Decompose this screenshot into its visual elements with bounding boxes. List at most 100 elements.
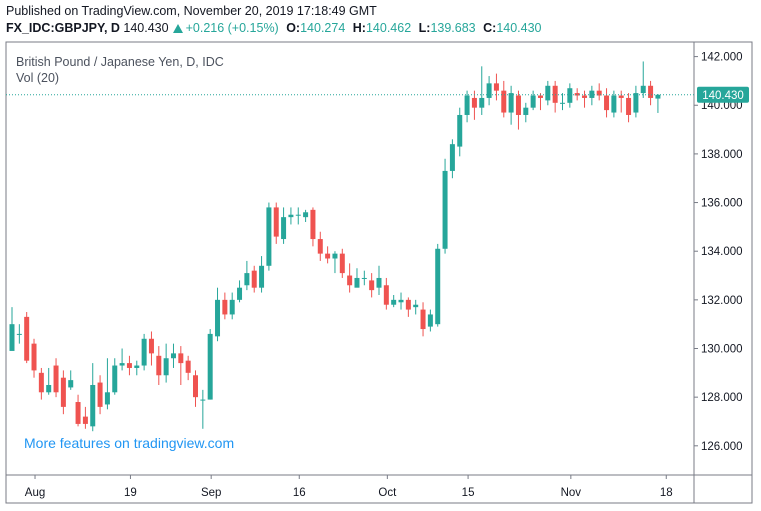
candle-body: [317, 239, 323, 254]
candle-body: [332, 253, 338, 259]
candle-body: [244, 273, 250, 286]
candle: [471, 90, 477, 120]
candle: [273, 202, 279, 244]
open-label: O:: [286, 21, 301, 35]
candle: [97, 375, 103, 415]
candle: [266, 202, 272, 271]
candle-body: [560, 102, 565, 104]
published-info: Published on TradingView.com, November 2…: [6, 4, 377, 18]
candle: [215, 287, 221, 342]
candle: [420, 302, 426, 337]
candle-body: [361, 277, 367, 279]
candle-body: [515, 95, 521, 115]
candle-body: [420, 309, 426, 330]
y-tick-label: 140.000: [701, 100, 743, 112]
candle: [435, 243, 441, 327]
candle-body: [16, 333, 22, 335]
candle-body: [185, 360, 191, 373]
candle-body: [479, 97, 485, 108]
candle: [156, 346, 162, 385]
price-change: +0.216 (+0.15%): [185, 21, 279, 35]
candle: [163, 343, 169, 383]
candle: [560, 93, 565, 111]
y-tick-label: 142.000: [701, 52, 743, 64]
candle: [655, 94, 661, 113]
candle-body: [119, 363, 125, 366]
candle: [589, 85, 595, 106]
candle: [68, 370, 74, 390]
candle-body: [648, 85, 654, 98]
time-axis: Aug 19 Sep 16 Oct 15 Nov 18: [25, 475, 673, 499]
candle: [347, 263, 353, 293]
candle-body: [141, 338, 147, 366]
candle-body: [405, 299, 411, 310]
candle-body: [229, 299, 235, 315]
x-tick-label: Aug: [25, 487, 45, 499]
candle-body: [273, 207, 279, 237]
x-tick-label: 16: [293, 487, 306, 499]
candle: [310, 207, 316, 247]
candle: [398, 292, 404, 310]
axis-corner: [693, 474, 753, 504]
candle: [9, 307, 15, 351]
candle: [479, 66, 485, 115]
candle: [537, 93, 543, 111]
candle: [46, 367, 52, 395]
candle: [259, 256, 265, 293]
candle: [281, 207, 287, 244]
candle-body: [376, 277, 382, 288]
last-price-tag-text: 140.430: [702, 90, 744, 102]
candle-body: [207, 333, 213, 400]
candle-body: [237, 287, 243, 300]
candle-body: [31, 343, 37, 371]
low-value: 139.683: [430, 21, 476, 35]
candle-body: [104, 392, 110, 405]
candle: [391, 294, 397, 308]
symbol-header: FX_IDC:GBPJPY, D 140.430 +0.216 (+0.15%) …: [6, 21, 542, 35]
last-price-tag: [697, 86, 749, 103]
candle: [486, 76, 492, 106]
candle-body: [163, 358, 169, 376]
candle-body: [215, 299, 221, 337]
candle-body: [68, 380, 74, 388]
candle-body: [325, 253, 331, 259]
candle: [126, 355, 132, 376]
candle-body: [339, 253, 345, 274]
candle: [16, 324, 22, 344]
candle-body: [281, 217, 287, 240]
candle: [24, 312, 30, 364]
low-label: L:: [418, 21, 431, 35]
x-tick-label: Oct: [378, 487, 397, 499]
candle: [515, 90, 521, 130]
candle-body: [626, 97, 632, 115]
watermark-link[interactable]: More features on tradingview.com: [24, 435, 234, 451]
candle: [596, 83, 602, 101]
symbol-name: FX_IDC:GBPJPY, D: [6, 21, 120, 35]
candle: [640, 61, 646, 98]
x-tick-label: 18: [660, 487, 673, 499]
candle: [303, 209, 309, 223]
y-tick-label: 138.000: [701, 149, 743, 161]
candle-body: [148, 338, 154, 354]
close-value: 140.430: [496, 21, 542, 35]
candle-body: [126, 363, 132, 368]
candle-body: [457, 114, 463, 147]
candle: [148, 331, 154, 366]
candle-body: [530, 95, 536, 108]
candle-body: [501, 90, 507, 113]
candle: [295, 207, 301, 225]
candle: [611, 90, 617, 118]
candle: [501, 80, 507, 118]
candle: [170, 343, 176, 368]
close-label: C:: [483, 21, 497, 35]
candle-body: [508, 93, 514, 113]
high-label: H:: [352, 21, 366, 35]
candle: [112, 358, 118, 395]
candle: [53, 358, 59, 398]
candle: [104, 358, 110, 410]
candle: [361, 270, 367, 286]
candle-body: [259, 265, 265, 288]
candle-body: [134, 365, 140, 368]
candle: [134, 360, 140, 376]
